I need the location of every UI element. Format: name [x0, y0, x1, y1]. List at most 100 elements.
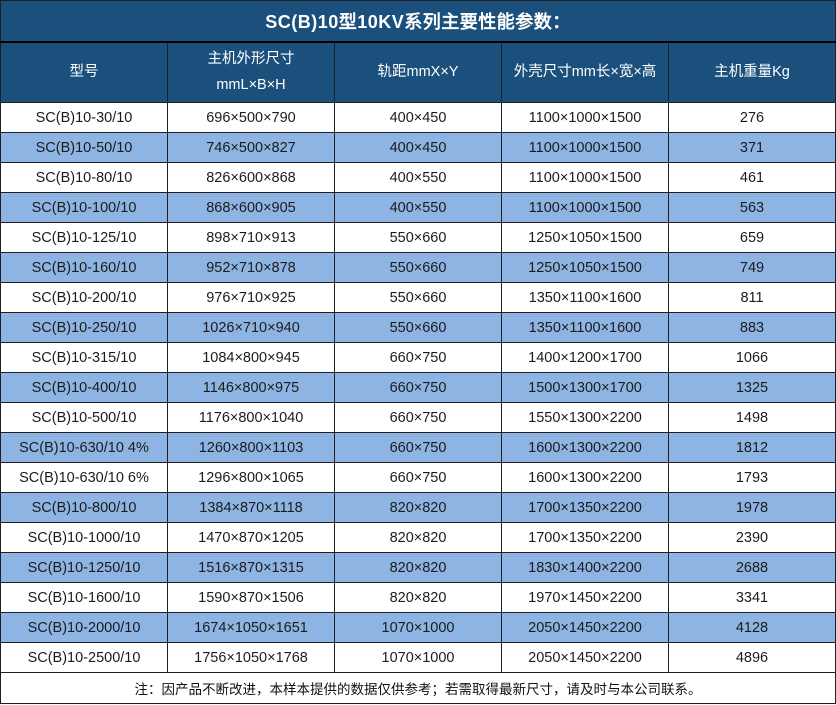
header-row: 型号 主机外形尺寸 mmL×B×H 轨距mmX×Y 外壳尺寸mm长×宽×高 主机…: [0, 41, 836, 103]
table-cell: 1590×870×1506: [167, 582, 335, 613]
table-cell: 826×600×868: [167, 162, 335, 193]
table-cell: 1146×800×975: [167, 372, 335, 403]
table-cell: 276: [668, 102, 836, 133]
table-cell: SC(B)10-160/10: [0, 252, 168, 283]
table-cell: SC(B)10-250/10: [0, 312, 168, 343]
table-row: SC(B)10-250/10 1026×710×940 550×660 1350×11…: [0, 312, 836, 343]
table-cell: 1100×1000×1500: [501, 132, 669, 163]
table-cell: 1350×1100×1600: [501, 312, 669, 343]
table-row: SC(B)10-2500/10 1756×1050×1768 1070×1000 20…: [0, 642, 836, 673]
table-cell: 371: [668, 132, 836, 163]
table-cell: 1970×1450×2200: [501, 582, 669, 613]
table-cell: 1325: [668, 372, 836, 403]
page-title: SC(B)10型10KV系列主要性能参数：: [0, 0, 836, 43]
table-cell: SC(B)10-30/10: [0, 102, 168, 133]
table-cell: 550×660: [334, 312, 502, 343]
table-cell: SC(B)10-400/10: [0, 372, 168, 403]
table-cell: 1250×1050×1500: [501, 222, 669, 253]
table-cell: 868×600×905: [167, 192, 335, 223]
table-cell: SC(B)10-80/10: [0, 162, 168, 193]
table-cell: SC(B)10-1000/10: [0, 522, 168, 553]
column-header-model: 型号: [0, 41, 168, 103]
table-cell: SC(B)10-2500/10: [0, 642, 168, 673]
table-cell: 820×820: [334, 492, 502, 523]
table-cell: 1100×1000×1500: [501, 192, 669, 223]
column-header-unit-size: 主机外形尺寸 mmL×B×H: [167, 41, 335, 103]
table-cell: 4896: [668, 642, 836, 673]
table-cell: 550×660: [334, 252, 502, 283]
table-cell: 1070×1000: [334, 642, 502, 673]
table-row: SC(B)10-500/10 1176×800×1040 660×750 1550×1…: [0, 402, 836, 433]
table-cell: 952×710×878: [167, 252, 335, 283]
table-cell: SC(B)10-800/10: [0, 492, 168, 523]
table-cell: 1250×1050×1500: [501, 252, 669, 283]
column-header-shell-size: 外壳尺寸mm长×宽×高: [501, 41, 669, 103]
table-cell: 696×500×790: [167, 102, 335, 133]
table-cell: 898×710×913: [167, 222, 335, 253]
table-cell: 400×450: [334, 102, 502, 133]
table-cell: 660×750: [334, 462, 502, 493]
table-cell: 400×550: [334, 162, 502, 193]
table-cell: SC(B)10-500/10: [0, 402, 168, 433]
table-row: SC(B)10-630/10 6% 1296×800×1065 660×750 160…: [0, 462, 836, 493]
table-cell: 820×820: [334, 582, 502, 613]
table-cell: 1066: [668, 342, 836, 373]
table-cell: 1100×1000×1500: [501, 162, 669, 193]
table-row: SC(B)10-30/10 696×500×790 400×450 1100×1000…: [0, 102, 836, 133]
table-cell: 976×710×925: [167, 282, 335, 313]
table-cell: 4128: [668, 612, 836, 643]
table-cell: 1100×1000×1500: [501, 102, 669, 133]
table-row: SC(B)10-1600/10 1590×870×1506 820×820 1970×…: [0, 582, 836, 613]
table-cell: 1400×1200×1700: [501, 342, 669, 373]
table-cell: 2688: [668, 552, 836, 583]
table-cell: 1516×870×1315: [167, 552, 335, 583]
table-row: SC(B)10-1000/10 1470×870×1205 820×820 1700×…: [0, 522, 836, 553]
table-cell: 883: [668, 312, 836, 343]
column-header-rail-gauge: 轨距mmX×Y: [334, 41, 502, 103]
table-cell: 3341: [668, 582, 836, 613]
table-row: SC(B)10-800/10 1384×870×1118 820×820 1700×1…: [0, 492, 836, 523]
table-row: SC(B)10-80/10 826×600×868 400×550 1100×1000…: [0, 162, 836, 193]
table-row: SC(B)10-125/10 898×710×913 550×660 1250×105…: [0, 222, 836, 253]
table-cell: 1700×1350×2200: [501, 492, 669, 523]
table-cell: SC(B)10-125/10: [0, 222, 168, 253]
table-cell: 1070×1000: [334, 612, 502, 643]
table-cell: 400×550: [334, 192, 502, 223]
table-cell: 660×750: [334, 372, 502, 403]
table-row: SC(B)10-1250/10 1516×870×1315 820×820 1830×…: [0, 552, 836, 583]
table-cell: 461: [668, 162, 836, 193]
table-cell: 1700×1350×2200: [501, 522, 669, 553]
table-cell: 1350×1100×1600: [501, 282, 669, 313]
table-cell: SC(B)10-1600/10: [0, 582, 168, 613]
table-cell: 1600×1300×2200: [501, 462, 669, 493]
table-row: SC(B)10-400/10 1146×800×975 660×750 1500×13…: [0, 372, 836, 403]
table-cell: 1498: [668, 402, 836, 433]
table-cell: 1812: [668, 432, 836, 463]
table-cell: 2390: [668, 522, 836, 553]
table-cell: SC(B)10-630/10 4%: [0, 432, 168, 463]
table-cell: 820×820: [334, 552, 502, 583]
table-cell: SC(B)10-100/10: [0, 192, 168, 223]
table-cell: SC(B)10-315/10: [0, 342, 168, 373]
table-cell: 820×820: [334, 522, 502, 553]
table-row: SC(B)10-630/10 4% 1260×800×1103 660×750 160…: [0, 432, 836, 463]
table-cell: SC(B)10-630/10 6%: [0, 462, 168, 493]
table-cell: 1978: [668, 492, 836, 523]
table-cell: 1260×800×1103: [167, 432, 335, 463]
table-cell: 660×750: [334, 402, 502, 433]
table-cell: 749: [668, 252, 836, 283]
table-cell: 659: [668, 222, 836, 253]
table-cell: 660×750: [334, 432, 502, 463]
table-body: SC(B)10-30/10 696×500×790 400×450 1100×1000…: [0, 102, 836, 673]
table-cell: 550×660: [334, 282, 502, 313]
table-cell: 1470×870×1205: [167, 522, 335, 553]
table-cell: 1296×800×1065: [167, 462, 335, 493]
table-cell: 1756×1050×1768: [167, 642, 335, 673]
table-row: SC(B)10-50/10 746×500×827 400×450 1100×1000…: [0, 132, 836, 163]
column-header-unit-weight: 主机重量Kg: [668, 41, 836, 103]
table-cell: 2050×1450×2200: [501, 642, 669, 673]
table-cell: 1674×1050×1651: [167, 612, 335, 643]
table-cell: 400×450: [334, 132, 502, 163]
